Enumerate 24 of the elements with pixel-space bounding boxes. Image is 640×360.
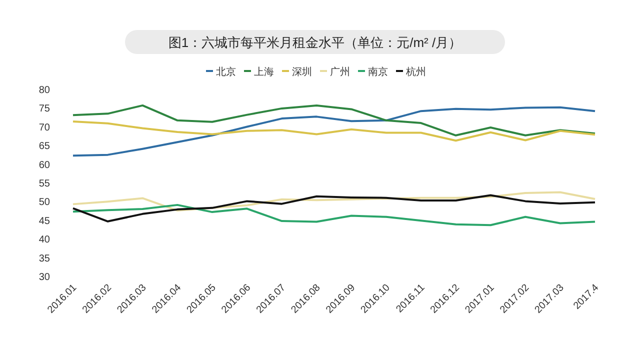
legend-label: 深圳 [292,66,312,78]
y-tick-label: 50 [38,197,50,208]
y-tick-label: 45 [38,216,50,227]
y-tick-label: 35 [38,253,50,264]
line-series [72,204,596,226]
y-tick-label: 55 [38,178,50,190]
legend-label: 杭州 [405,66,426,78]
legend-label: 南京 [368,66,388,78]
line-series [72,191,596,212]
line-series [72,106,596,157]
y-tick-label: 30 [38,272,50,283]
y-tick-label: 75 [38,104,50,115]
y-tick-label: 60 [38,160,50,171]
y-tick-label: 40 [38,234,50,246]
line-series [72,194,596,222]
y-tick-label: 65 [38,141,50,152]
chart-title: 图1：六城市每平米月租金水平（单位：元/m² /月） [168,35,462,50]
line-series [72,104,596,136]
line-series [72,120,596,142]
legend-label: 广州 [330,66,350,78]
legend-label: 北京 [216,66,236,78]
y-tick-label: 80 [38,85,50,96]
y-tick-label: 70 [38,122,50,134]
legend-label: 上海 [254,66,274,78]
